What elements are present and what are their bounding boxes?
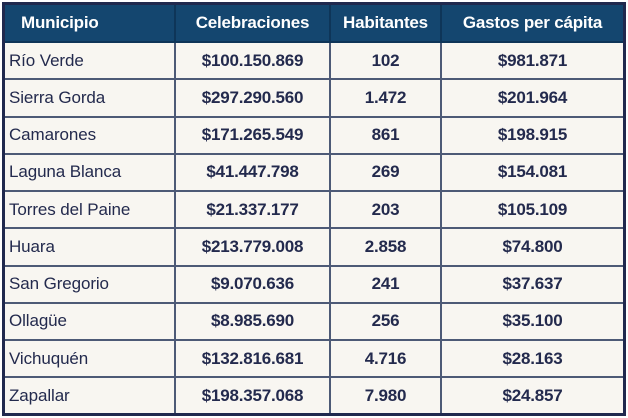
cell-municipio: Huara	[5, 227, 176, 267]
cell-habitantes: 861	[329, 115, 442, 155]
cell-celebraciones: $8.985.690	[174, 301, 331, 342]
cell-gastos-per-capita: $981.871	[440, 40, 623, 81]
cell-municipio: Camarones	[5, 115, 176, 155]
cell-celebraciones: $213.779.008	[174, 227, 331, 267]
cell-municipio: San Gregorio	[5, 264, 176, 304]
column-header-municipio: Municipio	[5, 5, 176, 43]
cell-municipio: Laguna Blanca	[5, 152, 176, 193]
cell-municipio: Ollagüe	[5, 301, 176, 342]
cell-celebraciones: $9.070.636	[174, 264, 331, 304]
cell-gastos-per-capita: $74.800	[440, 227, 623, 267]
table-row: Zapallar $198.357.068 7.980 $24.857	[5, 376, 623, 413]
municipality-table: Municipio Celebraciones Habitantes Gasto…	[5, 5, 623, 413]
cell-habitantes: 102	[329, 40, 442, 81]
table-row: Camarones $171.265.549 861 $198.915	[5, 115, 623, 155]
cell-gastos-per-capita: $154.081	[440, 152, 623, 193]
cell-celebraciones: $21.337.177	[174, 190, 331, 230]
cell-gastos-per-capita: $24.857	[440, 376, 623, 413]
table-row: Laguna Blanca $41.447.798 269 $154.081	[5, 152, 623, 193]
table-body: Río Verde $100.150.869 102 $981.871 Sier…	[5, 40, 623, 413]
table-row: San Gregorio $9.070.636 241 $37.637	[5, 264, 623, 304]
column-header-habitantes: Habitantes	[329, 5, 442, 43]
cell-habitantes: 7.980	[329, 376, 442, 413]
cell-municipio: Río Verde	[5, 40, 176, 81]
table-row: Vichuquén $132.816.681 4.716 $28.163	[5, 339, 623, 379]
table-row: Sierra Gorda $297.290.560 1.472 $201.964	[5, 78, 623, 118]
cell-gastos-per-capita: $105.109	[440, 190, 623, 230]
cell-celebraciones: $171.265.549	[174, 115, 331, 155]
cell-gastos-per-capita: $198.915	[440, 115, 623, 155]
column-header-gastos-per-capita: Gastos per cápita	[440, 5, 623, 43]
cell-habitantes: 241	[329, 264, 442, 304]
column-header-celebraciones: Celebraciones	[174, 5, 331, 43]
cell-habitantes: 203	[329, 190, 442, 230]
header-row: Municipio Celebraciones Habitantes Gasto…	[5, 5, 623, 43]
table-row: Río Verde $100.150.869 102 $981.871	[5, 40, 623, 81]
cell-gastos-per-capita: $201.964	[440, 78, 623, 118]
table-row: Ollagüe $8.985.690 256 $35.100	[5, 301, 623, 342]
cell-celebraciones: $297.290.560	[174, 78, 331, 118]
cell-habitantes: 2.858	[329, 227, 442, 267]
cell-habitantes: 1.472	[329, 78, 442, 118]
cell-habitantes: 256	[329, 301, 442, 342]
cell-municipio: Vichuquén	[5, 339, 176, 379]
cell-municipio: Torres del Paine	[5, 190, 176, 230]
cell-celebraciones: $198.357.068	[174, 376, 331, 413]
cell-municipio: Sierra Gorda	[5, 78, 176, 118]
table-row: Huara $213.779.008 2.858 $74.800	[5, 227, 623, 267]
cell-celebraciones: $41.447.798	[174, 152, 331, 193]
cell-celebraciones: $100.150.869	[174, 40, 331, 81]
cell-gastos-per-capita: $28.163	[440, 339, 623, 379]
cell-municipio: Zapallar	[5, 376, 176, 413]
table-row: Torres del Paine $21.337.177 203 $105.10…	[5, 190, 623, 230]
cell-gastos-per-capita: $35.100	[440, 301, 623, 342]
table-header: Municipio Celebraciones Habitantes Gasto…	[5, 5, 623, 43]
cell-habitantes: 269	[329, 152, 442, 193]
cell-gastos-per-capita: $37.637	[440, 264, 623, 304]
cell-habitantes: 4.716	[329, 339, 442, 379]
cell-celebraciones: $132.816.681	[174, 339, 331, 379]
